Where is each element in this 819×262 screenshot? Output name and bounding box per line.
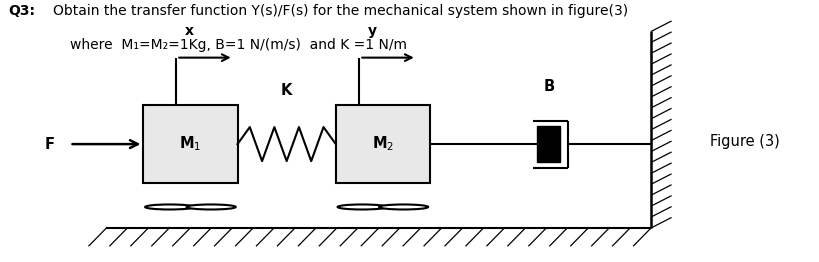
Text: M$_2$: M$_2$: [372, 135, 394, 154]
Text: M$_1$: M$_1$: [179, 135, 201, 154]
Text: K: K: [281, 83, 292, 98]
Bar: [537, 126, 560, 162]
Text: x: x: [184, 24, 193, 39]
Ellipse shape: [337, 204, 387, 210]
Ellipse shape: [379, 204, 428, 210]
Text: where  M₁=M₂=1Kg, B=1 N/(m/s)  and K =1 N/m: where M₁=M₂=1Kg, B=1 N/(m/s) and K =1 N/…: [70, 38, 406, 52]
Text: Obtain the transfer function Y(s)/F(s) for the mechanical system shown in figure: Obtain the transfer function Y(s)/F(s) f…: [53, 4, 628, 18]
Text: Figure (3): Figure (3): [710, 134, 781, 149]
Ellipse shape: [145, 204, 194, 210]
Text: F: F: [45, 137, 55, 152]
Bar: [336, 105, 430, 183]
Text: Q3:: Q3:: [8, 4, 35, 18]
Text: y: y: [368, 24, 377, 39]
Ellipse shape: [187, 204, 236, 210]
Bar: [143, 105, 238, 183]
Text: B: B: [543, 79, 554, 94]
